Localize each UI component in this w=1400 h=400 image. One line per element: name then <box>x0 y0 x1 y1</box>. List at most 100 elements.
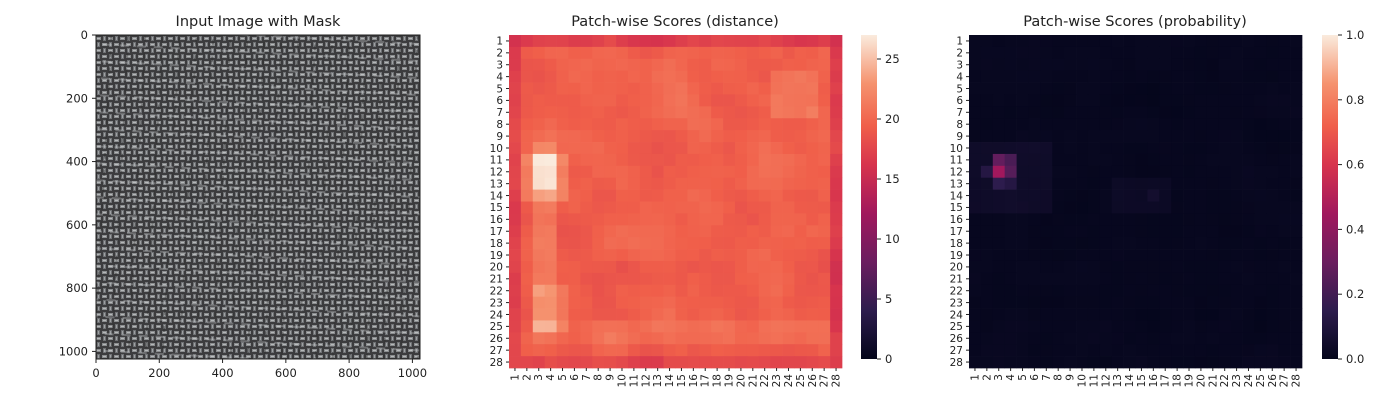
heatmap-cell <box>532 249 546 262</box>
heatmap-cell <box>1290 201 1303 214</box>
heatmap-cell <box>1159 272 1172 286</box>
heatmap-cell <box>758 260 771 274</box>
heatmap-cell <box>734 249 748 262</box>
heatmap-cell <box>675 142 688 155</box>
heatmap-cell <box>830 130 843 143</box>
heatmap-cell <box>568 332 581 345</box>
heatmap-cell <box>1147 106 1160 119</box>
heatmap-cell <box>1040 356 1053 369</box>
heatmap-cell <box>1183 165 1196 179</box>
probability-colorbar <box>1322 35 1338 359</box>
heatmap-cell <box>1076 332 1089 345</box>
heatmap-cell <box>1087 94 1101 107</box>
heatmap-cell <box>1123 344 1136 357</box>
heatmap-cell <box>639 177 653 190</box>
heatmap-cell <box>969 165 982 179</box>
heatmap-cell <box>675 177 688 190</box>
heatmap-cell <box>675 118 688 131</box>
heatmap-cell <box>1052 284 1065 297</box>
heatmap-cell <box>532 356 546 369</box>
heatmap-cell <box>675 153 688 167</box>
heatmap-cell <box>1099 296 1113 309</box>
heatmap-cell <box>544 332 557 345</box>
heatmap-cell <box>711 296 724 309</box>
heatmap-cell <box>520 225 534 238</box>
heatmap-cell <box>1076 308 1089 321</box>
heatmap-cell <box>1147 308 1160 321</box>
heatmap-cell <box>1218 130 1231 143</box>
heatmap-cell <box>1004 201 1017 214</box>
heatmap-cell <box>1206 201 1220 214</box>
heatmap-cell <box>1290 153 1303 167</box>
heatmap-cell <box>1218 153 1231 167</box>
heatmap-cell <box>782 272 795 286</box>
heatmap-cell <box>1087 142 1101 155</box>
heatmap-cell <box>651 284 664 297</box>
heatmap-cell <box>639 35 653 48</box>
heatmap-cell <box>520 249 534 262</box>
heatmap-cell <box>532 177 546 190</box>
heatmap-cell <box>604 106 617 119</box>
heatmap-cell <box>520 320 534 333</box>
heatmap-cell <box>1242 58 1255 72</box>
heatmap-cell <box>794 284 807 297</box>
heatmap-cell <box>1123 35 1136 48</box>
heatmap-cell <box>1064 58 1077 72</box>
heatmap-cell <box>604 225 617 238</box>
panel-3-title: Patch-wise Scores (probability) <box>1023 14 1246 30</box>
heatmap-cell <box>1111 82 1124 95</box>
heatmap-cell <box>663 320 676 333</box>
heatmap-cell <box>1040 249 1053 262</box>
heatmap-cell <box>699 284 712 297</box>
heatmap-cell <box>746 177 760 190</box>
heatmap-cell <box>992 46 1006 60</box>
heatmap-cell <box>1242 142 1255 155</box>
heatmap-cell <box>1052 153 1065 167</box>
heatmap-cell <box>1171 70 1184 83</box>
x-tick-label: 18 <box>712 374 724 387</box>
heatmap-cell <box>544 320 557 333</box>
heatmap-cell <box>1147 118 1160 131</box>
heatmap-cell <box>699 106 712 119</box>
heatmap-cell <box>687 94 700 107</box>
heatmap-cell <box>687 82 700 95</box>
heatmap-cell <box>616 260 629 274</box>
heatmap-cell <box>1016 296 1029 309</box>
heatmap-cell <box>651 118 664 131</box>
heatmap-cell <box>1171 356 1184 369</box>
heatmap-cell <box>509 284 522 297</box>
heatmap-cell <box>794 260 807 274</box>
heatmap-cell <box>580 332 593 345</box>
colorbar-tick-label: 0.0 <box>1346 352 1364 366</box>
x-tick-label: 16 <box>1148 374 1160 388</box>
heatmap-cell <box>782 189 795 202</box>
heatmap-cell <box>1194 237 1208 250</box>
y-tick-label: 18 <box>950 238 963 250</box>
heatmap-cell <box>1076 82 1089 95</box>
heatmap-cell <box>651 58 664 72</box>
heatmap-cell <box>1076 249 1089 262</box>
heatmap-cell <box>627 94 641 107</box>
heatmap-cell <box>734 332 748 345</box>
heatmap-cell <box>1218 344 1231 357</box>
heatmap-cell <box>711 249 724 262</box>
heatmap-cell <box>651 142 664 155</box>
heatmap-cell <box>734 320 748 333</box>
x-tick-label: 27 <box>1279 374 1291 387</box>
heatmap-cell <box>1028 70 1041 83</box>
heatmap-cell <box>1064 213 1077 226</box>
heatmap-cell <box>1052 296 1065 309</box>
heatmap-cell <box>746 249 760 262</box>
heatmap-cell <box>568 320 581 333</box>
heatmap-cell <box>1218 356 1231 369</box>
x-tick-label: 24 <box>783 374 795 388</box>
heatmap-cell <box>1004 213 1017 226</box>
heatmap-cell <box>1206 106 1220 119</box>
heatmap-cell <box>980 58 994 72</box>
heatmap-cell <box>1147 153 1160 167</box>
heatmap-cell <box>675 296 688 309</box>
y-tick-label: 1000 <box>59 344 88 358</box>
heatmap-cell <box>818 201 831 214</box>
heatmap-cell <box>1087 225 1101 238</box>
heatmap-cell <box>1052 249 1065 262</box>
